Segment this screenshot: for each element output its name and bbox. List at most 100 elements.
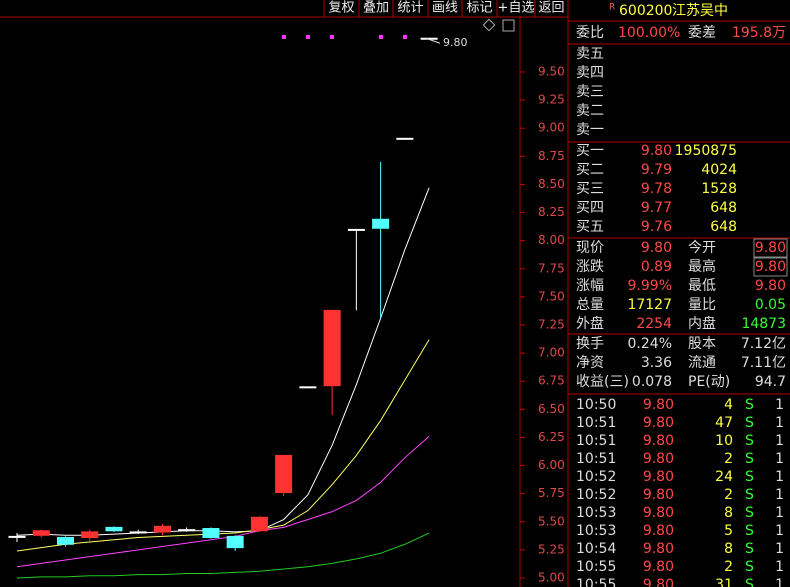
- candle-body: [275, 454, 293, 494]
- quote-text: 10:54: [576, 541, 616, 557]
- quote-text: 9.80: [641, 143, 672, 159]
- quote-text: 2: [724, 559, 733, 575]
- quote-text: 4: [724, 397, 733, 413]
- quote-text: 1: [775, 559, 784, 575]
- quote-text: 0.078: [632, 374, 672, 390]
- y-tick-label: 9.00: [538, 121, 565, 135]
- quote-text: 1: [775, 577, 784, 587]
- quote-text: 9.80: [755, 240, 786, 256]
- quote-text: 10:53: [576, 523, 616, 539]
- quote-text: 1: [775, 433, 784, 449]
- quote-text: 0.05: [755, 297, 786, 313]
- candle-body: [226, 535, 244, 549]
- quote-text: 股本: [688, 336, 716, 352]
- max-arrow: [425, 37, 441, 44]
- quote-text: 9.80: [643, 451, 674, 467]
- toolbar-button[interactable]: 返回: [538, 1, 564, 16]
- quote-text: 量比: [688, 297, 716, 313]
- quote-text: 9.80: [643, 523, 674, 539]
- candle-body: [299, 386, 317, 389]
- quote-text: 委比: [576, 25, 604, 41]
- y-tick-label: 6.00: [538, 458, 565, 472]
- candle-body: [202, 528, 220, 539]
- y-tick-label: 6.25: [538, 430, 565, 444]
- quote-text: 买五: [576, 219, 604, 235]
- quote-text: 2: [724, 451, 733, 467]
- ma-line: [16, 435, 430, 568]
- toolbar-button[interactable]: 统计: [397, 1, 423, 16]
- quote-text: 今开: [688, 240, 716, 256]
- y-tick-label: 7.25: [538, 317, 565, 331]
- quote-text: 0.89: [641, 259, 672, 275]
- value-box: [753, 257, 788, 277]
- quote-text: 净资: [576, 355, 604, 371]
- quote-text: 1: [775, 397, 784, 413]
- candle-body: [81, 531, 99, 539]
- quote-text: 17127: [627, 297, 672, 313]
- quote-text: 换手: [576, 335, 604, 352]
- y-tick-label: 5.75: [538, 486, 565, 500]
- y-tick-label: 8.00: [538, 233, 565, 247]
- toolbar-button[interactable]: +自选: [498, 1, 535, 16]
- y-tick-label: 6.75: [538, 374, 565, 388]
- quote-text: 9.78: [641, 181, 672, 197]
- quote-text: 3.36: [641, 355, 672, 371]
- icon[interactable]: [502, 19, 515, 32]
- quote-text: 195.8万: [732, 25, 786, 41]
- quote-text: S: [745, 505, 754, 521]
- quote-text: 31: [715, 577, 733, 587]
- quote-text: 9.80: [643, 433, 674, 449]
- quote-text: 10:50: [576, 397, 616, 413]
- toolbar-button[interactable]: 叠加: [363, 1, 389, 16]
- flag: R: [609, 3, 615, 13]
- value-box: [753, 238, 788, 258]
- quote-text: 9.80: [755, 259, 786, 275]
- quote-text: 4024: [701, 162, 737, 178]
- candle-body: [153, 525, 171, 533]
- quote-text: 1: [775, 415, 784, 431]
- quote-text: 涨幅: [576, 278, 604, 294]
- toolbar-button[interactable]: 标记: [466, 1, 492, 16]
- quote-text: 1: [775, 541, 784, 557]
- quote-text: 9.80: [643, 577, 674, 587]
- candle-body: [372, 218, 390, 229]
- quote-text: 卖二: [576, 103, 604, 119]
- quote-text: 9.80: [643, 487, 674, 503]
- quote-text: 10:53: [576, 505, 616, 521]
- quote-text: 9.77: [641, 200, 672, 216]
- quote-text: S: [745, 541, 754, 557]
- quote-text: 8: [724, 505, 733, 521]
- quote-text: 1: [775, 469, 784, 485]
- candle-body: [250, 516, 268, 532]
- y-tick-label: 8.25: [538, 205, 565, 219]
- quote-text: 9.79: [641, 162, 672, 178]
- quote-text: 10:55: [576, 559, 616, 575]
- icon[interactable]: [482, 18, 496, 32]
- quote-text: 7.11亿: [741, 355, 786, 371]
- candle-body: [178, 529, 196, 532]
- quote-text: 9.80: [643, 559, 674, 575]
- quote-text: 9.80: [643, 469, 674, 485]
- quote-text: 买一: [576, 143, 604, 159]
- quote-text: 9.80: [643, 415, 674, 431]
- quote-text: 8: [724, 541, 733, 557]
- stock-code: 600200: [619, 3, 672, 19]
- toolbar-button[interactable]: 画线: [432, 1, 458, 16]
- quote-text: 5: [724, 523, 733, 539]
- y-tick-label: 6.50: [538, 402, 565, 416]
- quote-text: 最低: [688, 278, 716, 294]
- quote-text: 9.80: [641, 240, 672, 256]
- quote-text: 9.80: [643, 505, 674, 521]
- candle-body: [105, 526, 123, 532]
- quote-text: 100.00%: [618, 25, 680, 41]
- y-tick-label: 9.25: [538, 93, 565, 107]
- toolbar-button[interactable]: 复权: [328, 0, 354, 16]
- y-tick-label: 5.25: [538, 542, 565, 556]
- quote-text: 9.80: [643, 541, 674, 557]
- quote-text: 1528: [701, 181, 737, 197]
- candle-body: [8, 535, 26, 538]
- quote-text: 10:52: [576, 469, 616, 485]
